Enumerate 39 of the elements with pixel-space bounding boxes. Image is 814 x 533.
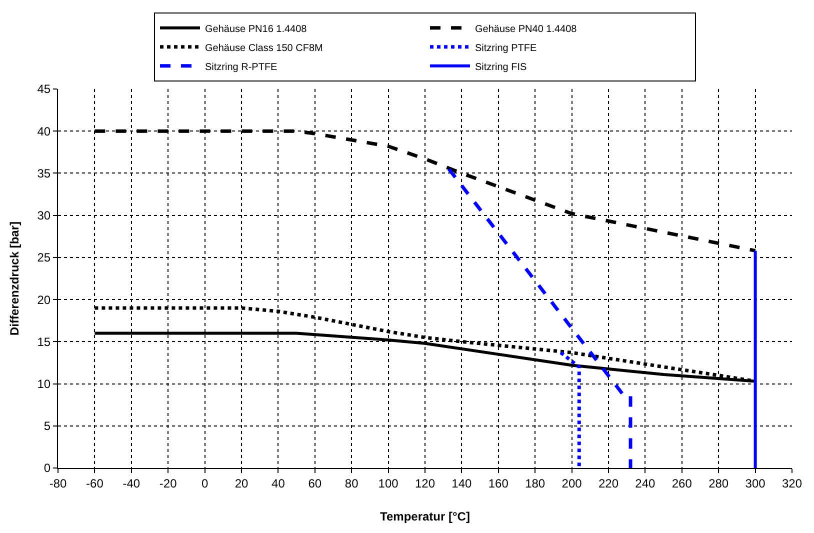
y-tick-label: 15 xyxy=(37,334,51,349)
x-tick-label: -60 xyxy=(86,476,104,490)
x-tick-label: -20 xyxy=(159,476,178,490)
x-tick-label: 120 xyxy=(414,476,436,490)
x-tick-label: 260 xyxy=(672,476,692,490)
y-tick-label: 45 xyxy=(37,82,51,96)
y-tick-label: 0 xyxy=(44,461,51,476)
y-tick-label: 30 xyxy=(37,208,51,223)
legend-label: Sitzring PTFE xyxy=(475,42,538,54)
y-tick-label: 5 xyxy=(44,419,51,434)
y-tick-label: 20 xyxy=(37,292,51,307)
y-axis-title: Differenzdruck [bar] xyxy=(8,221,22,336)
legend-label: Sitzring FIS xyxy=(475,62,528,73)
x-tick-label: -80 xyxy=(49,476,67,490)
y-tick-label: 25 xyxy=(37,250,51,265)
y-tick-label: 10 xyxy=(37,376,51,391)
x-tick-label: 0 xyxy=(201,476,208,490)
y-tick-label: 35 xyxy=(37,166,51,180)
x-tick-label: 140 xyxy=(452,476,472,490)
x-axis-title: Temperatur [°C] xyxy=(380,509,470,524)
x-tick-label: 300 xyxy=(745,476,766,490)
x-tick-label: 180 xyxy=(525,476,546,490)
x-tick-label: -40 xyxy=(122,476,140,490)
x-tick-label: 240 xyxy=(635,476,656,490)
x-tick-label: 280 xyxy=(708,476,729,490)
legend-label: Gehäuse PN16 1.4408 xyxy=(205,24,308,35)
legend-label: Sitzring R-PTFE xyxy=(205,62,278,73)
x-tick-label: 220 xyxy=(598,476,619,490)
x-tick-label: 320 xyxy=(782,476,802,490)
x-tick-label: 100 xyxy=(378,476,399,490)
x-tick-label: 80 xyxy=(344,476,359,490)
x-tick-label: 160 xyxy=(488,476,509,490)
legend-label: Gehäuse PN40 1.4408 xyxy=(475,24,578,35)
x-tick-label: 200 xyxy=(562,476,582,490)
x-tick-label: 40 xyxy=(272,476,286,490)
x-tick-label: 60 xyxy=(308,476,322,490)
legend-label: Gehäuse Class 150 CF8M xyxy=(205,42,323,54)
y-tick-label: 40 xyxy=(37,124,51,138)
x-tick-label: 20 xyxy=(234,476,248,490)
